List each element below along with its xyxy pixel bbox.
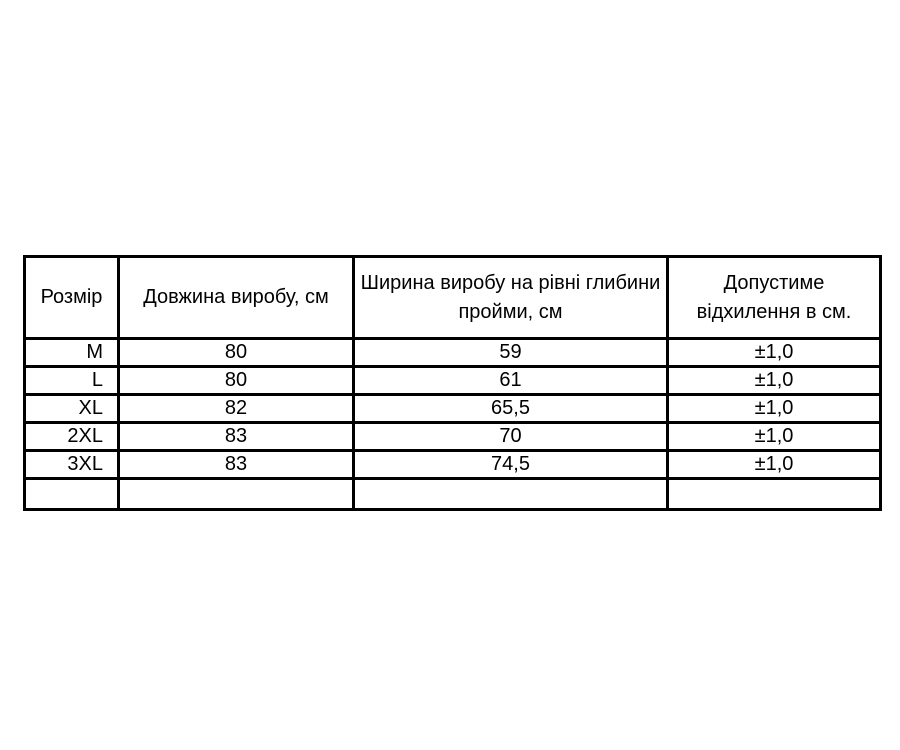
cell-deviation: ±1,0 — [669, 424, 879, 452]
header-cell-deviation: Допустиме відхилення в см. — [669, 258, 879, 340]
cell-size: 2XL — [26, 424, 120, 452]
cell-deviation: ±1,0 — [669, 368, 879, 396]
size-chart-header: Розмір Довжина виробу, см Ширина виробу … — [26, 258, 879, 340]
header-width-label-line2: пройми, см — [458, 300, 563, 323]
header-row: Розмір Довжина виробу, см Ширина виробу … — [26, 258, 879, 340]
header-size-label: Розмір — [40, 286, 103, 308]
cell-length: 83 — [120, 452, 355, 480]
size-chart-body: M 80 59 ±1,0 L 80 61 ±1,0 XL 82 65,5 ±1,… — [26, 340, 879, 508]
cell-deviation — [669, 480, 879, 508]
cell-width: 74,5 — [355, 452, 669, 480]
cell-size: 3XL — [26, 452, 120, 480]
cell-length: 80 — [120, 340, 355, 368]
cell-deviation: ±1,0 — [669, 452, 879, 480]
cell-size: XL — [26, 396, 120, 424]
cell-width: 65,5 — [355, 396, 669, 424]
cell-length: 83 — [120, 424, 355, 452]
cell-deviation: ±1,0 — [669, 396, 879, 424]
cell-size: M — [26, 340, 120, 368]
table-row: L 80 61 ±1,0 — [26, 368, 879, 396]
table-row: XL 82 65,5 ±1,0 — [26, 396, 879, 424]
cell-width: 59 — [355, 340, 669, 368]
header-width-label-line1: Ширина виробу на рівні глибини — [360, 271, 661, 294]
table-row-empty — [26, 480, 879, 508]
header-deviation-label-line2: відхилення в см. — [696, 300, 852, 323]
cell-size: L — [26, 368, 120, 396]
header-cell-width: Ширина виробу на рівні глибини пройми, с… — [355, 258, 669, 340]
cell-length — [120, 480, 355, 508]
cell-width — [355, 480, 669, 508]
header-cell-length: Довжина виробу, см — [120, 258, 355, 340]
size-chart-table: Розмір Довжина виробу, см Ширина виробу … — [23, 255, 882, 511]
header-cell-size: Розмір — [26, 258, 120, 340]
cell-length: 82 — [120, 396, 355, 424]
table-row: 2XL 83 70 ±1,0 — [26, 424, 879, 452]
cell-length: 80 — [120, 368, 355, 396]
cell-size — [26, 480, 120, 508]
table-row: 3XL 83 74,5 ±1,0 — [26, 452, 879, 480]
header-length-label: Довжина виробу, см — [143, 286, 329, 308]
cell-deviation: ±1,0 — [669, 340, 879, 368]
cell-width: 70 — [355, 424, 669, 452]
table-row: M 80 59 ±1,0 — [26, 340, 879, 368]
cell-width: 61 — [355, 368, 669, 396]
header-deviation-label-line1: Допустиме — [723, 271, 825, 294]
